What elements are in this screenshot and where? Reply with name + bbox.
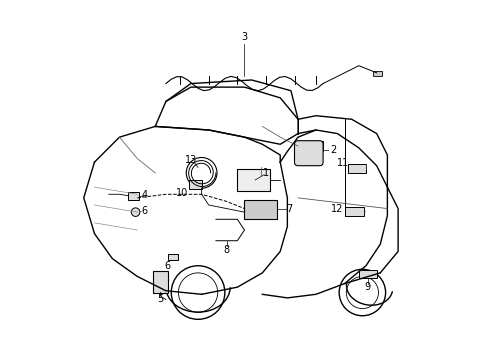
Text: 4: 4 xyxy=(141,190,147,200)
Bar xyxy=(189,180,201,189)
Text: 5: 5 xyxy=(157,294,163,303)
Text: 8: 8 xyxy=(223,245,229,255)
Bar xyxy=(244,200,276,219)
Text: 6: 6 xyxy=(141,206,147,216)
Bar xyxy=(358,270,376,278)
FancyBboxPatch shape xyxy=(294,141,323,166)
Text: 7: 7 xyxy=(285,203,292,213)
Text: 13: 13 xyxy=(184,156,197,165)
Text: 6: 6 xyxy=(164,261,170,271)
Bar xyxy=(237,169,269,191)
Text: 2: 2 xyxy=(330,145,336,155)
Text: 11: 11 xyxy=(336,158,348,168)
Text: 10: 10 xyxy=(176,188,188,198)
Bar xyxy=(344,207,364,216)
Text: 9: 9 xyxy=(364,282,370,292)
Bar xyxy=(167,254,177,260)
Text: 1: 1 xyxy=(263,168,268,178)
Bar xyxy=(305,141,323,152)
Text: 3: 3 xyxy=(241,32,247,42)
Circle shape xyxy=(131,208,140,216)
Bar xyxy=(347,164,365,173)
Bar xyxy=(128,192,139,200)
Bar xyxy=(372,71,381,76)
Bar xyxy=(153,271,167,293)
Text: 12: 12 xyxy=(330,204,343,214)
